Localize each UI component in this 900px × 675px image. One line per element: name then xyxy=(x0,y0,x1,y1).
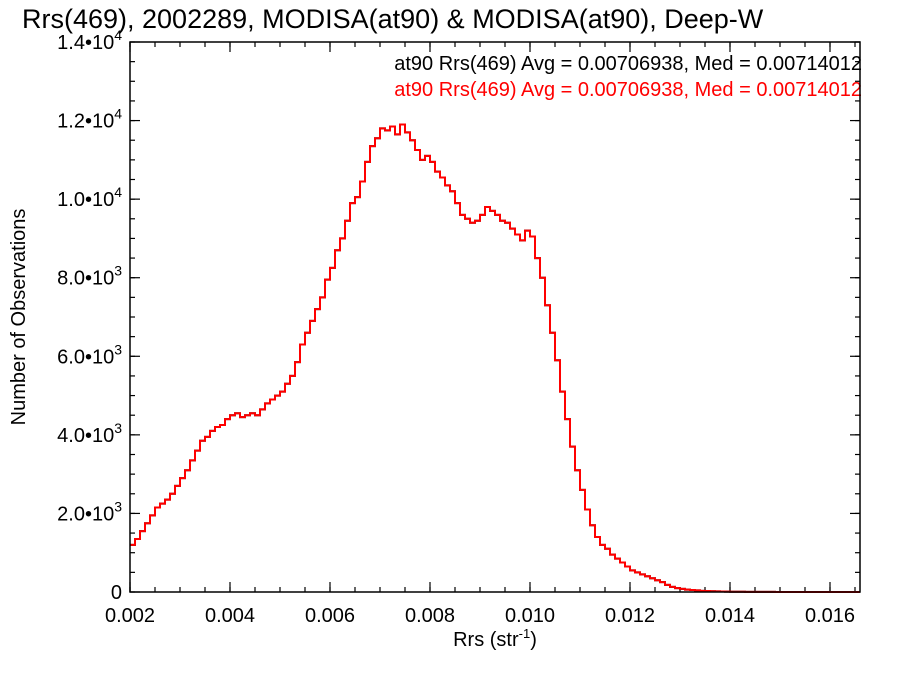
chart-title: Rrs(469), 2002289, MODISA(at90) & MODISA… xyxy=(22,4,764,34)
y-tick-label: 8.0•103 xyxy=(57,263,122,290)
x-tick-label: 0.010 xyxy=(505,605,555,627)
series-line-red xyxy=(130,123,860,593)
x-axis-label: Rrs (str-1) xyxy=(453,626,537,651)
x-tick-label: 0.002 xyxy=(105,605,155,627)
y-tick-label: 0 xyxy=(111,582,122,604)
plot-frame xyxy=(129,41,861,593)
y-tick-label: 1.4•104 xyxy=(57,27,122,54)
y-tick-labels: 0 2.0•103 4.0•103 6.0•103 8.0•103 1.0•104 1.2•… xyxy=(57,27,122,604)
stats-line-black: at90 Rrs(469) Avg = 0.00706938, Med = 0.… xyxy=(394,53,862,75)
x-tick-labels: 0.002 0.004 0.006 0.008 0.010 0.012 0.014 0.016 xyxy=(105,605,855,627)
x-tick-label: 0.016 xyxy=(805,605,855,627)
y-axis-label: Number of Observations xyxy=(8,209,30,426)
x-tick-label: 0.006 xyxy=(305,605,355,627)
y-tick-label: 1.2•104 xyxy=(57,106,122,133)
x-tick-label: 0.012 xyxy=(605,605,655,627)
x-tick-label: 0.004 xyxy=(205,605,255,627)
y-tick-label: 2.0•103 xyxy=(57,498,122,525)
y-tick-label: 1.0•104 xyxy=(57,184,122,211)
y-tick-label: 4.0•103 xyxy=(57,420,122,447)
y-tick-label: 6.0•103 xyxy=(57,341,122,368)
x-tick-label: 0.014 xyxy=(705,605,755,627)
stats-line-red: at90 Rrs(469) Avg = 0.00706938, Med = 0.… xyxy=(394,79,862,101)
axis-ticks xyxy=(129,41,860,593)
x-tick-label: 0.008 xyxy=(405,605,455,627)
